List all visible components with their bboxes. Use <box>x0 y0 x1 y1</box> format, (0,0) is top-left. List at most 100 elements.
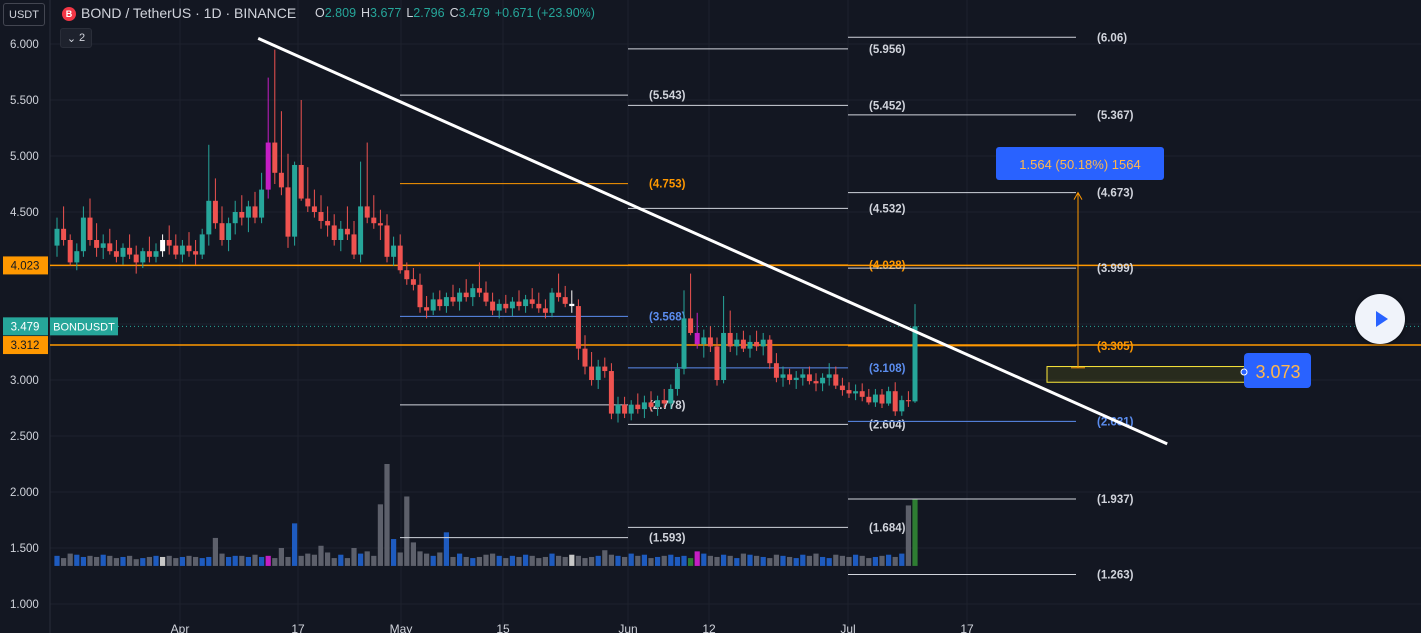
candle-body <box>153 251 159 257</box>
chevron-down-icon: ⌄ <box>66 32 77 45</box>
candle-body <box>853 391 859 394</box>
candle-body <box>622 404 628 414</box>
volume-bar <box>193 556 199 566</box>
volume-bar <box>298 555 304 566</box>
candle-body <box>615 404 621 414</box>
candle-body <box>879 394 885 404</box>
coin-icon: B <box>62 7 76 21</box>
play-icon <box>1376 311 1388 327</box>
volume-bar <box>853 554 859 566</box>
volume-bar <box>542 556 548 566</box>
candle-body <box>463 292 469 298</box>
volume-bar <box>160 556 166 566</box>
volume-bar <box>608 554 614 566</box>
currency-button[interactable]: USDT <box>3 3 45 26</box>
volume-bar <box>212 537 218 566</box>
candle-body <box>773 363 779 378</box>
volume-bar <box>806 555 812 566</box>
volume-bar <box>206 556 212 566</box>
candle-body <box>490 301 496 311</box>
volume-bar <box>437 552 443 566</box>
candle-body <box>793 377 799 380</box>
volume-bar <box>892 556 898 566</box>
volume-bar <box>740 553 746 566</box>
volume-bar <box>595 555 601 566</box>
play-button[interactable] <box>1355 294 1405 344</box>
volume-bar <box>311 554 317 566</box>
volume-bar <box>410 542 416 566</box>
candle-body <box>245 206 251 218</box>
candle-body <box>701 337 707 345</box>
time-tick-label: Jun <box>618 622 637 633</box>
volume-bar <box>338 554 344 566</box>
candle-body <box>516 301 522 307</box>
candle-body <box>542 308 548 313</box>
candle-body <box>377 223 383 226</box>
price-label-last-box <box>3 317 48 336</box>
volume-bar <box>87 555 93 566</box>
ohlc-key: O <box>315 6 325 20</box>
candle-body <box>226 223 232 240</box>
symbol-title[interactable]: BOND / TetherUS · 1D · BINANCE <box>81 5 297 21</box>
candle-body <box>470 288 476 298</box>
volume-bar <box>179 556 185 566</box>
candle-body <box>166 240 172 246</box>
fib-label: (1.593) <box>649 533 686 545</box>
volume-bar <box>866 558 872 566</box>
candle-body <box>734 339 740 347</box>
volume-bar <box>714 556 720 566</box>
candle-body <box>727 332 733 347</box>
volume-bar <box>140 558 146 566</box>
volume-bar <box>226 556 232 566</box>
candle-body <box>714 346 720 380</box>
time-tick-label: 15 <box>496 622 510 633</box>
candle-body <box>681 318 687 369</box>
volume-bar <box>305 553 311 566</box>
price-label-4023-box <box>3 256 48 275</box>
time-tick-label: Apr <box>171 622 190 633</box>
candle-body <box>351 234 357 255</box>
candle-body <box>219 223 225 240</box>
candle-body <box>311 206 317 212</box>
volume-bar <box>800 554 806 566</box>
fib-label: (3.108) <box>869 363 906 375</box>
candle-body <box>800 374 806 378</box>
volume-bar <box>846 556 852 566</box>
indicator-count: 2 <box>79 32 86 44</box>
candle-body <box>760 339 766 347</box>
candle-body <box>179 245 185 255</box>
symbol-tag-box <box>50 317 118 336</box>
candle-body <box>892 391 898 412</box>
candle-body <box>833 374 839 386</box>
volume-bar <box>377 504 383 566</box>
fib-label: (5.452) <box>869 100 906 112</box>
candle-body <box>272 142 278 173</box>
candle-body <box>483 292 489 302</box>
ohlc-value: +0.671 (+23.90%) <box>494 6 595 20</box>
indicators-toggle[interactable]: ⌄ 2 <box>60 28 92 48</box>
price-zone-rectangle <box>1046 366 1247 383</box>
candle-body <box>912 326 918 402</box>
candle-body <box>569 303 575 307</box>
candle-body <box>160 240 166 252</box>
price-bubble-text: 3.073 <box>1255 362 1300 382</box>
volume-bar <box>331 558 337 566</box>
volume-bar <box>793 558 799 566</box>
ohlc-value: 3.677 <box>370 6 402 20</box>
volume-bar <box>773 554 779 566</box>
fib-label: (4.673) <box>1097 188 1134 200</box>
volume-bar <box>767 558 773 566</box>
volume-bar <box>886 554 892 566</box>
candle-body <box>740 339 746 349</box>
candle-body <box>127 247 133 255</box>
fib-label: (2.604) <box>869 419 906 431</box>
candle-body <box>536 303 542 309</box>
measure-arrowhead <box>1073 191 1083 200</box>
volume-bar <box>615 555 621 566</box>
volume-bar <box>899 553 905 566</box>
candle-body <box>859 391 865 397</box>
candle-body <box>74 251 80 263</box>
candle-body <box>430 299 436 311</box>
price-tick-label: 1.500 <box>10 543 39 555</box>
